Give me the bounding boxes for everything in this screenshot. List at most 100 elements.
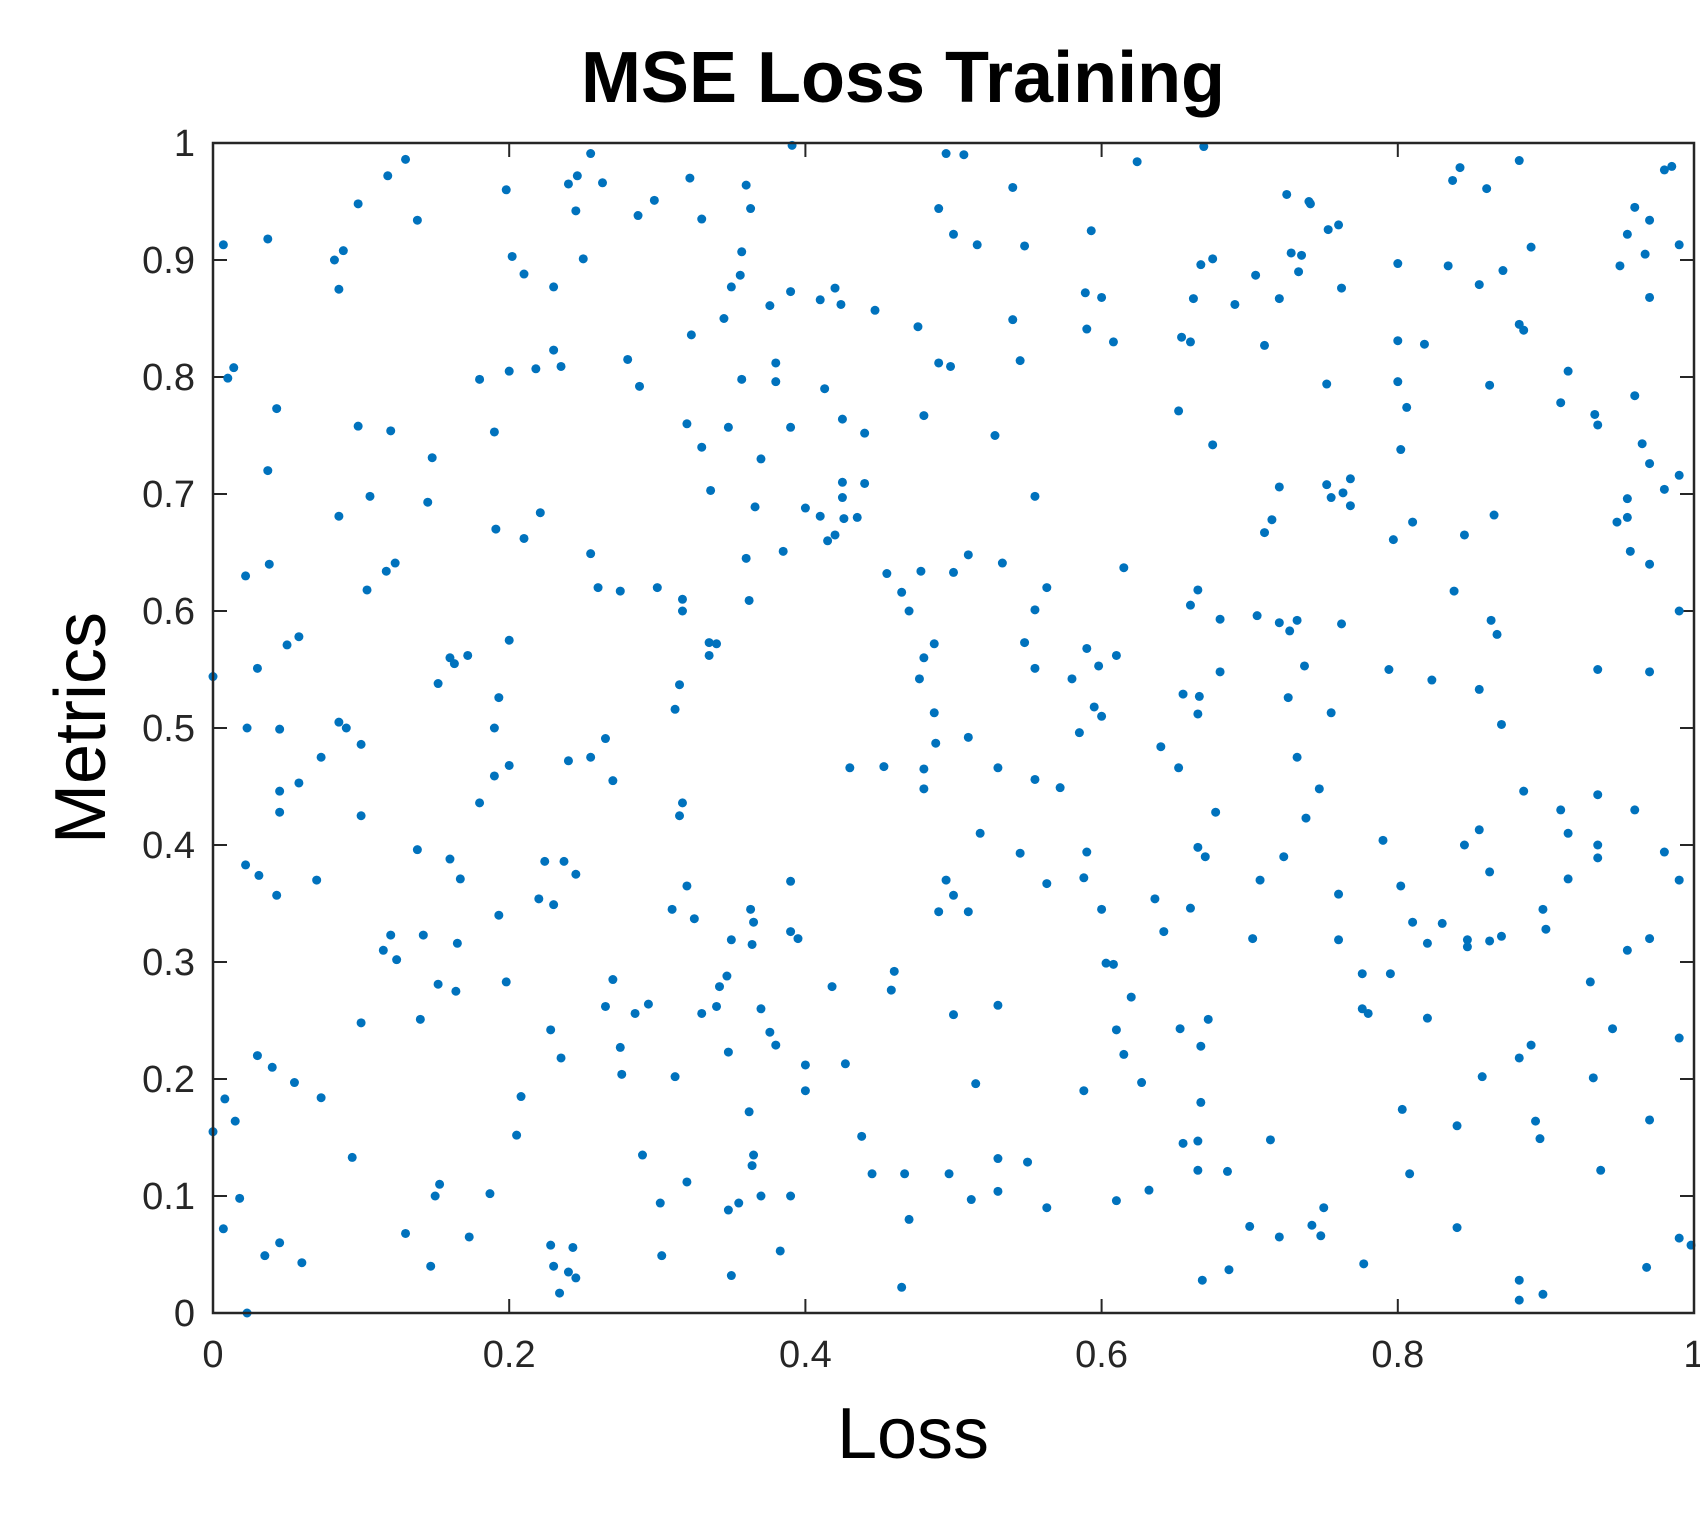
data-point bbox=[365, 491, 375, 501]
data-point bbox=[1667, 161, 1677, 171]
data-point bbox=[655, 1198, 665, 1208]
data-point bbox=[586, 149, 596, 159]
data-point bbox=[723, 422, 733, 432]
data-point bbox=[1316, 1231, 1326, 1241]
data-point bbox=[540, 856, 550, 866]
data-point bbox=[1396, 445, 1406, 455]
data-point bbox=[1489, 510, 1499, 520]
data-point bbox=[800, 1086, 810, 1096]
data-point bbox=[571, 1273, 581, 1283]
data-point bbox=[963, 907, 973, 917]
data-point bbox=[1079, 873, 1089, 883]
data-point bbox=[726, 282, 736, 292]
data-point bbox=[652, 583, 662, 593]
data-point bbox=[1459, 530, 1469, 540]
data-point bbox=[615, 1042, 625, 1052]
data-point bbox=[516, 1092, 526, 1102]
data-point bbox=[549, 1261, 559, 1271]
data-point bbox=[1359, 1259, 1369, 1269]
data-point bbox=[1448, 175, 1458, 185]
data-point bbox=[501, 977, 511, 987]
data-point bbox=[598, 178, 608, 188]
data-point bbox=[1008, 182, 1018, 192]
y-tick-label: 0.3 bbox=[142, 942, 195, 984]
x-tick-label: 0.8 bbox=[1371, 1334, 1424, 1376]
y-tick-label: 0.4 bbox=[142, 825, 195, 867]
data-point bbox=[1357, 969, 1367, 979]
data-point bbox=[1314, 784, 1324, 794]
data-point bbox=[1030, 774, 1040, 784]
data-point bbox=[722, 971, 732, 981]
data-point bbox=[415, 1014, 425, 1024]
data-point bbox=[1197, 1275, 1207, 1285]
data-point bbox=[749, 917, 759, 927]
data-point bbox=[1042, 1203, 1052, 1213]
data-point bbox=[563, 1267, 573, 1277]
data-point bbox=[677, 594, 687, 604]
data-point bbox=[914, 674, 924, 684]
data-point bbox=[1519, 786, 1529, 796]
data-point bbox=[263, 234, 273, 244]
data-point bbox=[1178, 1138, 1188, 1148]
data-point bbox=[1538, 904, 1548, 914]
data-point bbox=[1659, 165, 1669, 175]
data-point bbox=[643, 999, 653, 1009]
data-point bbox=[1185, 903, 1195, 913]
data-point bbox=[897, 587, 907, 597]
data-point bbox=[218, 240, 228, 250]
data-point bbox=[633, 211, 643, 221]
data-point bbox=[1208, 254, 1218, 264]
data-point bbox=[230, 1116, 240, 1126]
data-point bbox=[1188, 294, 1198, 304]
data-point bbox=[608, 776, 618, 786]
data-point bbox=[615, 586, 625, 596]
data-point bbox=[1393, 336, 1403, 346]
data-point bbox=[1674, 1033, 1684, 1043]
data-point bbox=[1177, 332, 1187, 342]
data-point bbox=[1208, 440, 1218, 450]
data-point bbox=[386, 930, 396, 940]
data-point bbox=[353, 199, 363, 209]
data-point bbox=[1015, 848, 1025, 858]
data-point bbox=[1126, 992, 1136, 1002]
data-point bbox=[1674, 470, 1684, 480]
data-point bbox=[507, 251, 517, 261]
data-point bbox=[412, 215, 422, 225]
data-point bbox=[229, 363, 239, 373]
data-point bbox=[578, 254, 588, 264]
data-point bbox=[282, 640, 292, 650]
data-point bbox=[1159, 927, 1169, 937]
data-point bbox=[1590, 409, 1600, 419]
data-point bbox=[294, 632, 304, 642]
data-point bbox=[445, 854, 455, 864]
data-point bbox=[267, 1062, 277, 1072]
data-point bbox=[726, 935, 736, 945]
data-point bbox=[1174, 763, 1184, 773]
data-point bbox=[1514, 1275, 1524, 1285]
data-point bbox=[1294, 267, 1304, 277]
data-point bbox=[1248, 934, 1258, 944]
data-point bbox=[1443, 261, 1453, 271]
data-point bbox=[1193, 1136, 1203, 1146]
data-point bbox=[1097, 711, 1107, 721]
data-point bbox=[1074, 728, 1084, 738]
data-point bbox=[1437, 918, 1447, 928]
data-point bbox=[637, 1150, 647, 1160]
data-point bbox=[272, 890, 282, 900]
data-point bbox=[1593, 853, 1603, 863]
data-point bbox=[765, 1027, 775, 1037]
data-point bbox=[1393, 259, 1403, 269]
data-point bbox=[252, 663, 262, 673]
data-point bbox=[963, 732, 973, 742]
data-point bbox=[1042, 879, 1052, 889]
data-point bbox=[586, 549, 596, 559]
data-point bbox=[630, 1008, 640, 1018]
data-point bbox=[1023, 1157, 1033, 1167]
data-point bbox=[1535, 1134, 1545, 1144]
data-point bbox=[1630, 202, 1640, 212]
data-point bbox=[1030, 605, 1040, 615]
x-tick-label: 0 bbox=[202, 1334, 223, 1376]
data-point bbox=[555, 1288, 565, 1298]
data-point bbox=[501, 185, 511, 195]
data-point bbox=[765, 301, 775, 311]
